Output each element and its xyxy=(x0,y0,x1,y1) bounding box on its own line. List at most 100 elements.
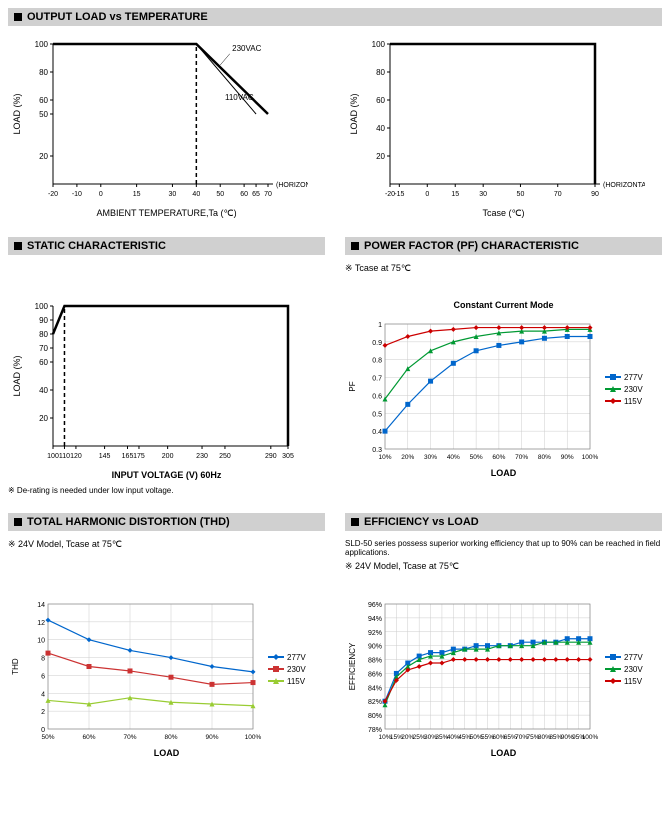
chart4-xlabel: LOAD xyxy=(345,468,662,478)
svg-text:86%: 86% xyxy=(368,671,382,678)
chart1-xlabel: AMBIENT TEMPERATURE,Ta (℃) xyxy=(8,208,325,219)
svg-text:60%: 60% xyxy=(492,454,505,461)
svg-text:40%: 40% xyxy=(447,454,460,461)
svg-text:100: 100 xyxy=(35,40,49,49)
svg-text:80%: 80% xyxy=(368,713,382,720)
svg-text:110VAC: 110VAC xyxy=(225,93,254,102)
section-header-eff: EFFICIENCY vs LOAD xyxy=(345,513,662,531)
svg-text:0: 0 xyxy=(99,191,103,198)
chart4-title: Constant Current Mode xyxy=(345,300,662,310)
svg-text:40: 40 xyxy=(39,386,48,395)
svg-text:50: 50 xyxy=(216,191,224,198)
chart4-subtitle: ※ Tcase at 75℃ xyxy=(345,263,662,274)
svg-text:60: 60 xyxy=(39,96,48,105)
svg-text:0.9: 0.9 xyxy=(372,340,382,347)
svg-text:305: 305 xyxy=(282,453,294,460)
svg-text:20: 20 xyxy=(39,414,48,423)
row-3-headers: TOTAL HARMONIC DISTORTION (THD) ※ 24V Mo… xyxy=(8,513,662,576)
svg-text:120: 120 xyxy=(70,453,82,460)
svg-text:4: 4 xyxy=(41,691,45,698)
section-header-thd: TOTAL HARMONIC DISTORTION (THD) xyxy=(8,513,325,531)
svg-text:175: 175 xyxy=(133,453,145,460)
svg-text:92%: 92% xyxy=(368,630,382,637)
svg-text:(HORIZONTAL): (HORIZONTAL) xyxy=(603,182,645,189)
svg-text:100: 100 xyxy=(47,453,59,460)
row-2-headers: STATIC CHARACTERISTIC POWER FACTOR (PF) … xyxy=(8,237,662,278)
svg-text:15: 15 xyxy=(133,191,141,198)
chart5-xlabel: LOAD xyxy=(8,748,325,758)
chart6-desc: SLD-50 series possess superior working e… xyxy=(345,539,662,557)
svg-text:78%: 78% xyxy=(368,727,382,734)
svg-text:LOAD (%): LOAD (%) xyxy=(12,93,22,134)
svg-text:90%: 90% xyxy=(561,454,574,461)
svg-text:90: 90 xyxy=(39,316,48,325)
col-eff: EFFICIENCY vs LOAD SLD-50 series possess… xyxy=(345,513,662,576)
svg-text:LOAD (%): LOAD (%) xyxy=(12,355,22,396)
svg-text:88%: 88% xyxy=(368,658,382,665)
svg-text:100%: 100% xyxy=(582,734,599,741)
svg-text:80: 80 xyxy=(39,68,48,77)
col-pf: POWER FACTOR (PF) CHARACTERISTIC ※ Tcase… xyxy=(345,237,662,278)
svg-text:82%: 82% xyxy=(368,699,382,706)
svg-text:PF: PF xyxy=(348,381,357,391)
svg-text:LOAD (%): LOAD (%) xyxy=(349,93,359,134)
chart5-legend: 277V230V115V xyxy=(268,653,306,686)
col-static: STATIC CHARACTERISTIC xyxy=(8,237,325,278)
svg-text:100: 100 xyxy=(372,40,386,49)
svg-text:-10: -10 xyxy=(72,191,82,198)
svg-text:-15: -15 xyxy=(394,191,404,198)
svg-text:0: 0 xyxy=(425,191,429,198)
svg-text:70%: 70% xyxy=(515,454,528,461)
chart4-legend: 277V230V115V xyxy=(605,373,643,406)
svg-text:1: 1 xyxy=(378,322,382,329)
svg-text:0.3: 0.3 xyxy=(372,447,382,454)
chart6-subtitle: ※ 24V Model, Tcase at 75℃ xyxy=(345,561,662,572)
chart4-svg: 0.30.40.50.60.70.80.9110%20%30%40%50%60%… xyxy=(345,314,605,464)
section-title-thd: TOTAL HARMONIC DISTORTION (THD) xyxy=(27,516,230,528)
svg-text:70: 70 xyxy=(554,191,562,198)
svg-text:50: 50 xyxy=(517,191,525,198)
chart5-subtitle: ※ 24V Model, Tcase at 75℃ xyxy=(8,539,325,550)
svg-text:30: 30 xyxy=(479,191,487,198)
svg-text:50%: 50% xyxy=(470,454,483,461)
svg-text:(HORIZONTAL): (HORIZONTAL) xyxy=(276,182,308,189)
chart6-xlabel: LOAD xyxy=(345,748,662,758)
chart4-container: Constant Current Mode 0.30.40.50.60.70.8… xyxy=(345,296,662,495)
svg-text:0.4: 0.4 xyxy=(372,429,382,436)
svg-text:110: 110 xyxy=(59,453,70,460)
svg-text:0: 0 xyxy=(41,727,45,734)
chart3-svg: 2040607080901001001101201451651752002302… xyxy=(8,296,308,466)
svg-text:100: 100 xyxy=(35,302,49,311)
svg-text:84%: 84% xyxy=(368,685,382,692)
col-thd: TOTAL HARMONIC DISTORTION (THD) ※ 24V Mo… xyxy=(8,513,325,576)
svg-text:THD: THD xyxy=(11,658,20,675)
svg-text:60%: 60% xyxy=(82,734,95,741)
svg-text:80%: 80% xyxy=(538,454,551,461)
chart3-xlabel: INPUT VOLTAGE (V) 60Hz xyxy=(8,470,325,480)
row-1: 20506080100-20-10015304050606570230VAC11… xyxy=(8,34,662,219)
svg-text:40: 40 xyxy=(376,124,385,133)
svg-text:-20: -20 xyxy=(48,191,58,198)
svg-text:14: 14 xyxy=(37,602,45,609)
svg-text:80: 80 xyxy=(39,330,48,339)
svg-text:10: 10 xyxy=(37,638,45,645)
svg-text:70%: 70% xyxy=(123,734,136,741)
svg-text:145: 145 xyxy=(99,453,111,460)
chart1-container: 20506080100-20-10015304050606570230VAC11… xyxy=(8,34,325,219)
chart2-svg: 20406080100-20-1501530507090(HORIZONTAL)… xyxy=(345,34,645,204)
chart1-svg: 20506080100-20-10015304050606570230VAC11… xyxy=(8,34,308,204)
svg-text:90%: 90% xyxy=(205,734,218,741)
svg-text:15: 15 xyxy=(451,191,459,198)
svg-text:200: 200 xyxy=(162,453,174,460)
section-title-pf: POWER FACTOR (PF) CHARACTERISTIC xyxy=(364,240,579,252)
chart5-svg: 0246810121450%60%70%80%90%100%THD xyxy=(8,594,268,744)
svg-text:250: 250 xyxy=(219,453,231,460)
svg-text:EFFICIENCY: EFFICIENCY xyxy=(348,642,357,690)
row-2: 2040607080901001001101201451651752002302… xyxy=(8,296,662,495)
svg-text:90%: 90% xyxy=(368,644,382,651)
svg-text:10%: 10% xyxy=(378,454,391,461)
svg-text:20: 20 xyxy=(376,152,385,161)
svg-text:94%: 94% xyxy=(368,616,382,623)
svg-text:0.6: 0.6 xyxy=(372,393,382,400)
svg-text:70: 70 xyxy=(39,344,48,353)
